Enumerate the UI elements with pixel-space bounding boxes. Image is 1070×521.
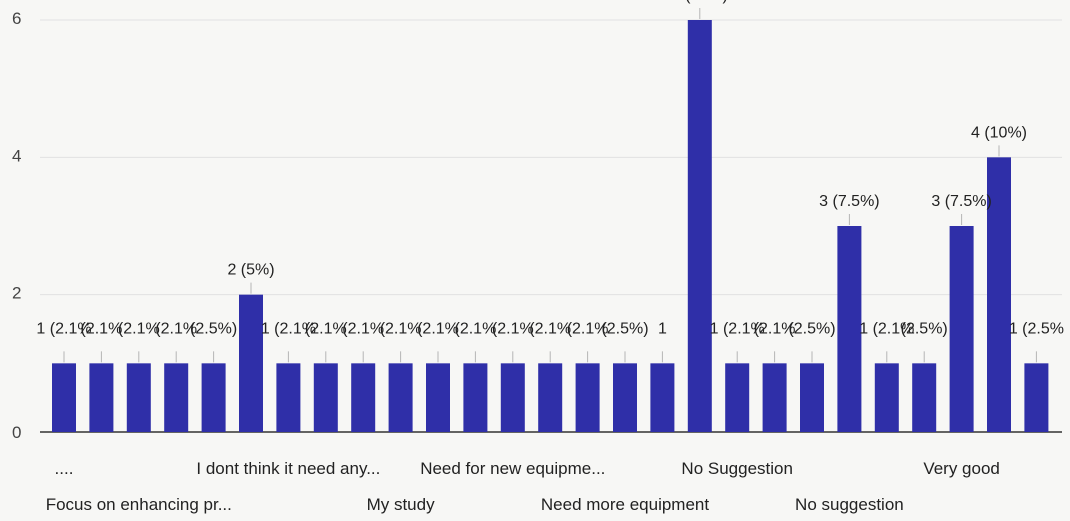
bar: [164, 363, 189, 432]
data-label: 3 (7.5%): [819, 193, 879, 210]
x-tick-label: Very good: [923, 459, 1000, 478]
bar: [949, 226, 974, 432]
bar: [426, 363, 450, 432]
data-label: (2.1%: [529, 321, 571, 338]
bar: [239, 294, 263, 432]
bar: [837, 226, 862, 432]
bar: [52, 363, 76, 432]
bar: [687, 20, 712, 432]
y-tick-label: 4: [12, 146, 21, 165]
x-tick-label: No suggestion: [795, 495, 904, 514]
data-label: (2.5%): [601, 321, 648, 338]
data-label: 1 (2.1%: [859, 321, 914, 338]
data-label: 1 (2.1%: [710, 321, 765, 338]
y-axis-ticks: 0 2 4 6: [12, 9, 21, 442]
bars: [52, 20, 1049, 433]
bar: [762, 363, 787, 432]
bar: [89, 363, 114, 432]
x-tick-label: Need more equipment: [541, 495, 709, 514]
data-label: (2.1%: [567, 321, 609, 338]
bar: [351, 363, 376, 432]
data-label: 1 (2.1%: [261, 321, 316, 338]
bar: [1024, 363, 1049, 432]
data-label: (2.1%: [305, 321, 347, 338]
data-label: 2 (5%): [227, 262, 274, 279]
bar: [874, 363, 899, 432]
bar: [725, 363, 750, 432]
bar: [388, 363, 413, 432]
data-label: 3 (7.5%): [931, 193, 991, 210]
bar: [313, 363, 338, 432]
data-label: (2.5%): [788, 321, 835, 338]
bar: [538, 363, 563, 432]
bar: [500, 363, 525, 432]
x-axis-ticks: .... Focus on enhancing pr... I dont think…: [46, 459, 1000, 514]
data-label: (2.1%: [455, 321, 497, 338]
bar: [575, 363, 600, 432]
data-label: (2.1%: [118, 321, 160, 338]
data-label: 1 (2.1%: [36, 321, 91, 338]
data-label: (2.1%: [380, 321, 422, 338]
data-label: (2.1%: [754, 321, 796, 338]
data-label: (2.1%: [417, 321, 459, 338]
x-tick-label: ....: [55, 459, 74, 478]
bar: [912, 363, 937, 432]
bar: [800, 363, 824, 432]
x-tick-label: I dont think it need any...: [196, 459, 380, 478]
data-label: (2.5%): [190, 321, 237, 338]
y-tick-label: 2: [12, 284, 21, 303]
data-label: (2.5%): [901, 321, 948, 338]
x-tick-label: My study: [367, 495, 436, 514]
data-label: (2.1%: [342, 321, 384, 338]
data-label: 4 (10%): [971, 124, 1027, 141]
data-label: 6 (15%): [672, 0, 728, 4]
data-label: 1 (2.5%: [1009, 321, 1064, 338]
data-label: (2.1%: [81, 321, 123, 338]
data-label: (2.1%: [492, 321, 534, 338]
bar: [650, 363, 675, 432]
bar: [613, 363, 637, 432]
y-tick-label: 0: [12, 423, 21, 442]
bar: [987, 157, 1011, 433]
y-tick-label: 6: [12, 9, 21, 28]
data-labels: 1 (2.1%(2.1%(2.1%(2.1%(2.5%)2 (5%)1 (2.1…: [36, 0, 1064, 363]
data-label: (2.1%: [155, 321, 197, 338]
x-tick-label: No Suggestion: [681, 459, 793, 478]
bar: [201, 363, 226, 432]
x-tick-label: Need for new equipme...: [420, 459, 605, 478]
x-tick-label: Focus on enhancing pr...: [46, 495, 232, 514]
data-label: 1: [658, 321, 667, 338]
bar: [126, 363, 151, 432]
bar: [463, 363, 488, 432]
bar: [276, 363, 301, 432]
